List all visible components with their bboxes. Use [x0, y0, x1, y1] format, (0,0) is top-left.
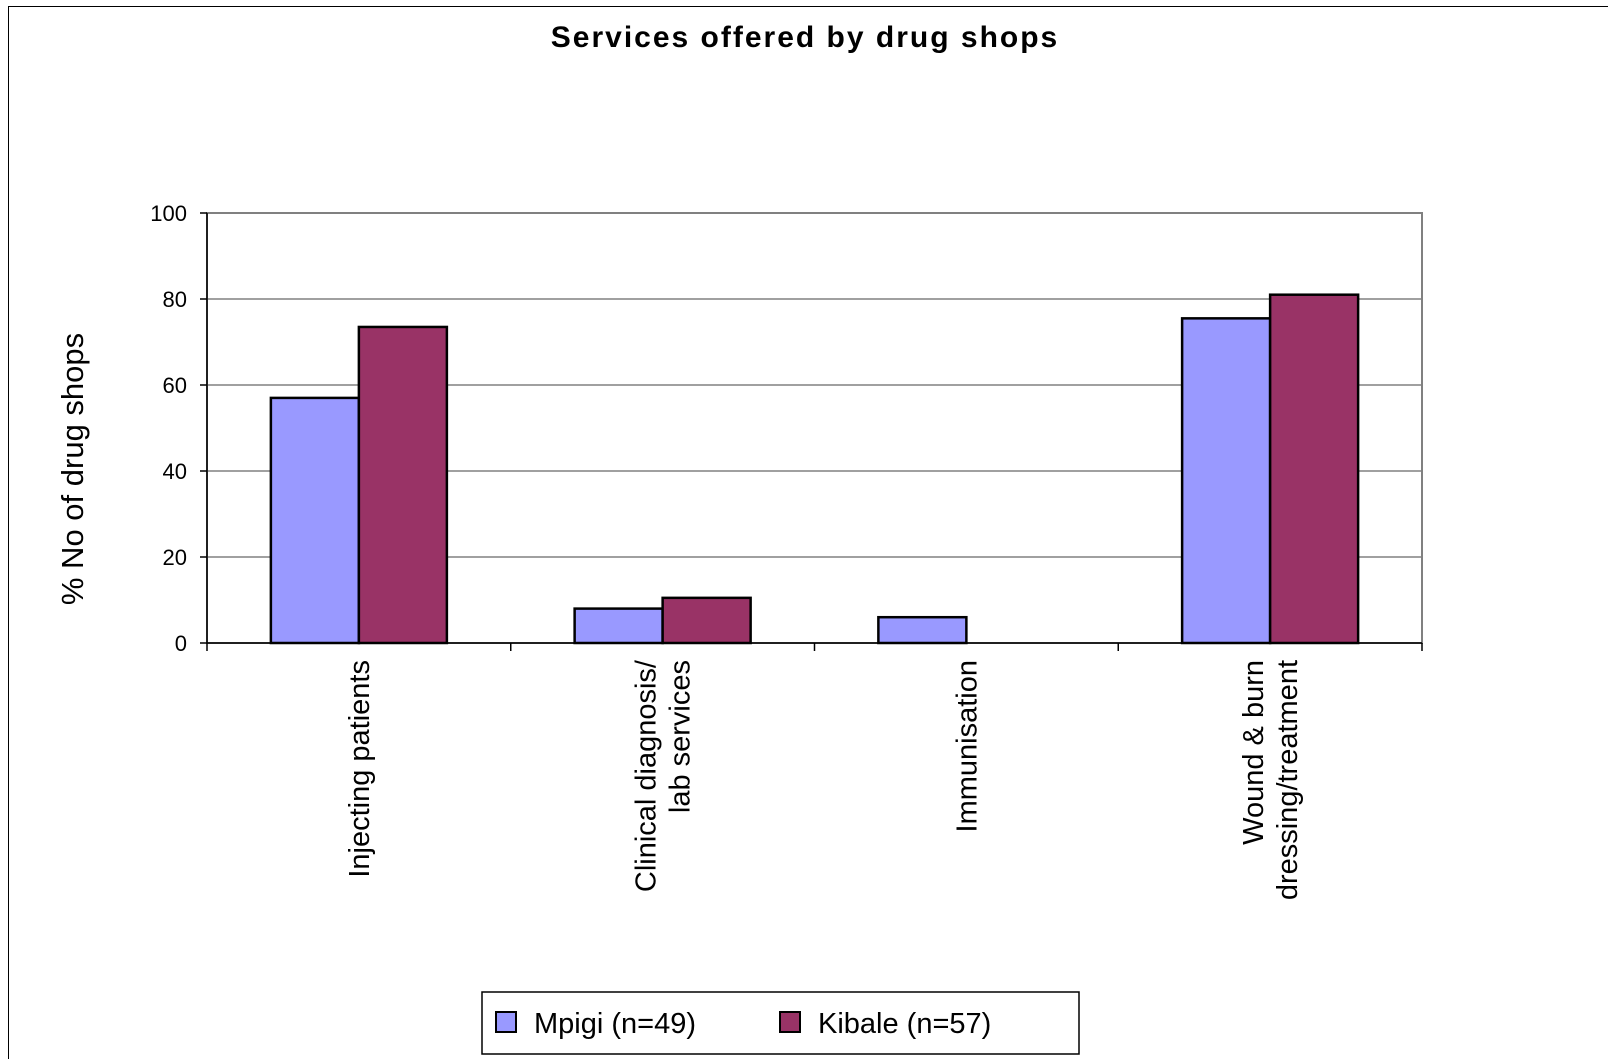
bar-mpigi-3 — [1180, 317, 1272, 645]
x-category-label: lab services — [665, 660, 697, 813]
x-category-label: Wound & burn — [1238, 660, 1270, 845]
y-tick-label: 40 — [163, 459, 187, 484]
y-tick-label: 0 — [175, 631, 187, 656]
bar-mpigi-1 — [573, 607, 664, 645]
y-tick-label: 100 — [150, 201, 187, 226]
bar-mpigi-0 — [269, 396, 361, 645]
legend-swatch-kibale — [779, 1011, 801, 1033]
y-tick-label: 20 — [163, 545, 187, 570]
chart-frame — [8, 6, 1608, 1059]
x-category-label: dressing/treatment — [1272, 660, 1304, 900]
chart-title: Services offered by drug shops — [551, 21, 1059, 54]
x-category-label: Injecting patients — [344, 660, 376, 878]
bar-kibale-0 — [357, 325, 449, 645]
bar-mpigi-2 — [877, 615, 968, 645]
x-category-label: Clinical diagnosis/ — [631, 659, 663, 892]
x-category-label: Immunisation — [951, 660, 983, 832]
legend-label-kibale: Kibale (n=57) — [818, 1008, 991, 1040]
y-tick-label: 80 — [163, 287, 187, 312]
y-axis-title: % No of drug shops — [55, 333, 90, 605]
bar-kibale-1 — [661, 596, 752, 645]
legend-label-mpigi: Mpigi (n=49) — [534, 1008, 696, 1040]
bar-kibale-3 — [1268, 293, 1360, 645]
y-tick-label: 60 — [163, 373, 187, 398]
legend-swatch-mpigi — [495, 1011, 517, 1033]
